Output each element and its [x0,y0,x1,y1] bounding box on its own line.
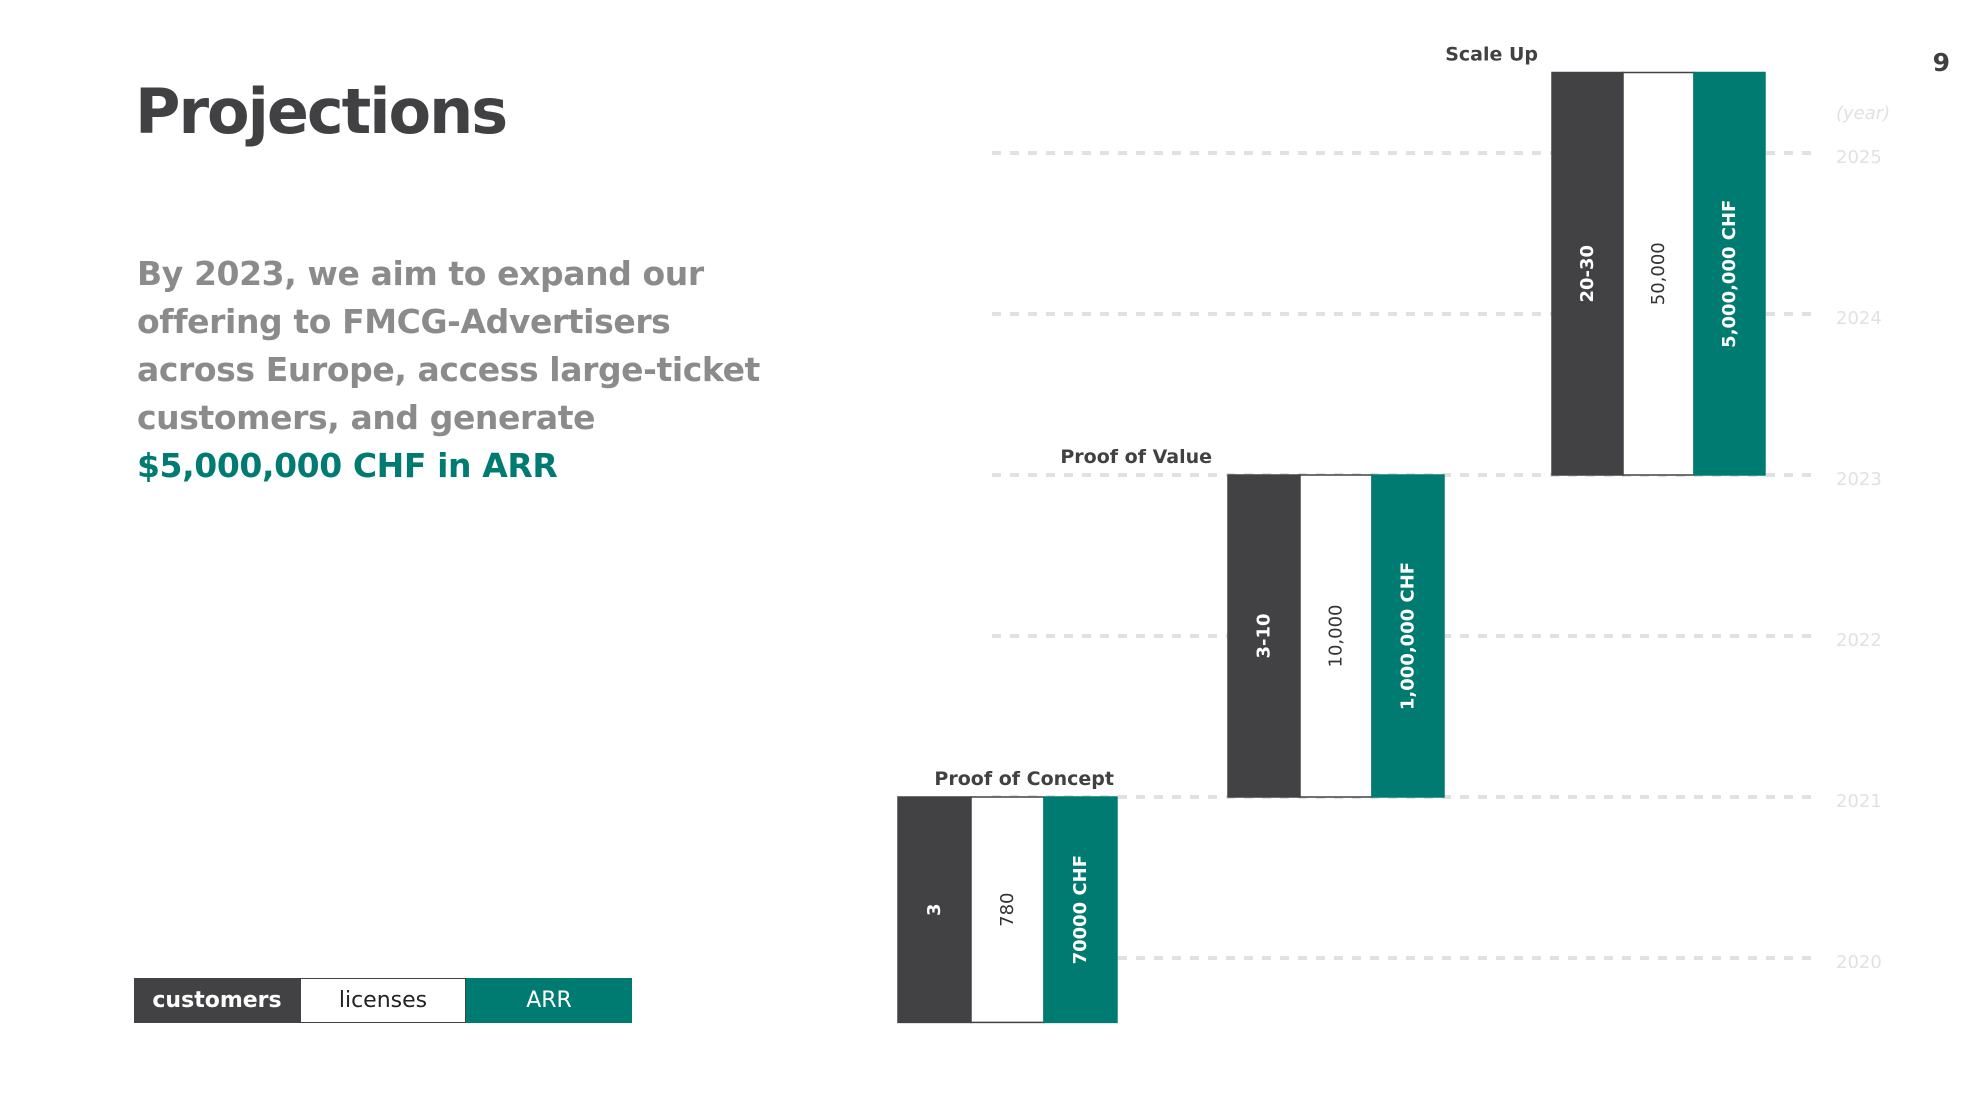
bar-customers-2 [1227,474,1301,798]
legend-licenses: licenses [300,978,466,1023]
legend-arr: ARR [466,978,632,1023]
arr-highlight: $5,000,000 CHF in ARR [137,446,558,485]
y-tick-label-2023: 2023 [1836,469,1882,490]
bar-arr-1 [1043,796,1118,1024]
legend-customers: customers [134,978,300,1023]
bar-label-licenses-1: 780 [997,893,1018,927]
bar-customers-1 [897,796,972,1024]
bar-label-customers-3: 20-30 [1577,245,1598,303]
stage-label-2: Proof of Value [1060,446,1212,468]
y-axis-label: (year) [1836,103,1890,124]
bar-customers-3 [1551,71,1624,476]
bar-label-arr-1: 70000 CHF [1070,855,1091,964]
bar-label-customers-2: 3-10 [1254,613,1275,658]
bar-label-arr-3: 5,000,000 CHF [1719,200,1740,348]
bar-label-arr-2: 1,000,000 CHF [1398,562,1419,710]
y-tick-label-2024: 2024 [1836,308,1882,329]
description-text: By 2023, we aim to expand our offering t… [137,254,760,437]
page-title: Projections [135,75,508,148]
bar-label-licenses-3: 50,000 [1648,242,1669,305]
page-number: 9 [1932,48,1950,77]
bar-label-customers-1: 3 [924,903,945,916]
stage-label-1: Proof of Concept [934,768,1114,790]
bar-label-licenses-2: 10,000 [1326,605,1347,668]
legend: customers licenses ARR [134,978,632,1023]
bar-arr-3 [1693,71,1766,476]
y-tick-label-2021: 2021 [1836,791,1882,812]
bar-licenses-3 [1622,71,1695,476]
y-tick-label-2022: 2022 [1836,630,1882,651]
bar-licenses-2 [1299,474,1373,798]
y-tick-label-2025: 2025 [1836,147,1882,168]
y-tick-label-2020: 2020 [1836,952,1882,973]
bar-arr-2 [1371,474,1445,798]
stage-label-3: Scale Up [1445,44,1538,66]
